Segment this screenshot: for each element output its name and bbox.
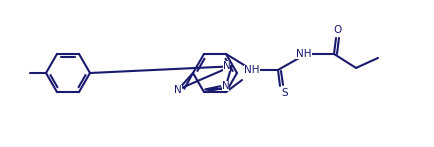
Text: O: O: [333, 25, 341, 35]
Text: NH: NH: [296, 49, 311, 59]
Text: S: S: [281, 88, 288, 98]
Text: N: N: [174, 85, 182, 95]
Text: N: N: [221, 81, 229, 91]
Text: NH: NH: [243, 65, 259, 75]
Text: N: N: [222, 61, 230, 71]
